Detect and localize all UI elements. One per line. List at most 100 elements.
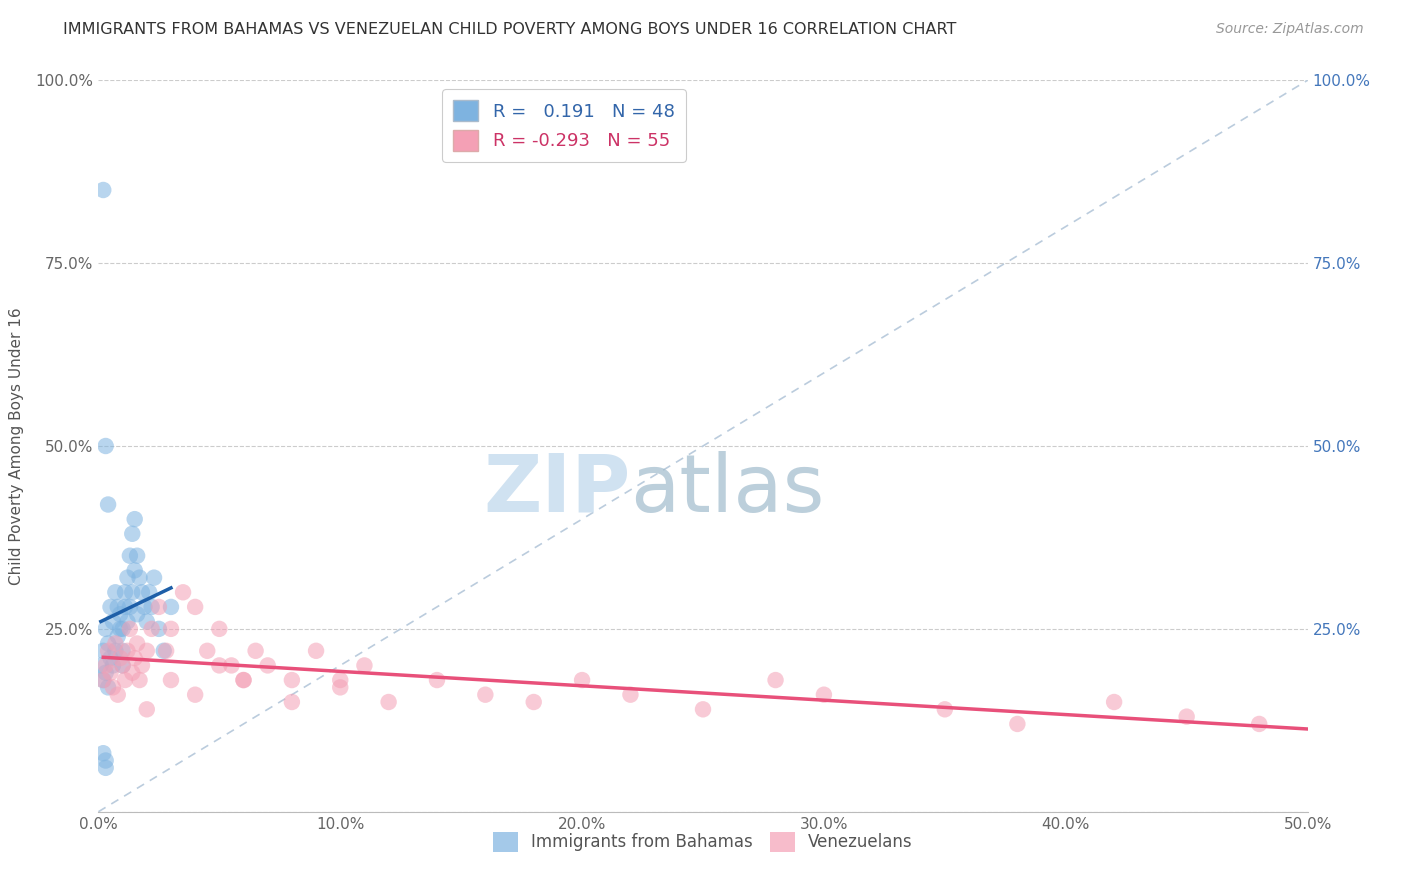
Point [94, 754, 117, 768]
Point [619, 688, 641, 702]
Point [91, 183, 114, 197]
Point [195, 644, 218, 658]
Point [111, 622, 134, 636]
Text: Source: ZipAtlas.com: Source: ZipAtlas.com [1216, 22, 1364, 37]
Point [91, 673, 114, 687]
Point [281, 673, 304, 687]
Point [160, 673, 183, 687]
Point [118, 599, 141, 614]
Point [100, 599, 122, 614]
Point [94, 622, 117, 636]
Point [281, 695, 304, 709]
Point [117, 615, 139, 629]
Point [100, 665, 122, 680]
Y-axis label: Child Poverty Among Boys Under 16: Child Poverty Among Boys Under 16 [10, 307, 24, 585]
Point [111, 644, 134, 658]
Text: IMMIGRANTS FROM BAHAMAS VS VENEZUELAN CHILD POVERTY AMONG BOYS UNDER 16 CORRELAT: IMMIGRANTS FROM BAHAMAS VS VENEZUELAN CH… [63, 22, 956, 37]
Point [94, 439, 117, 453]
Point [108, 607, 131, 622]
Point [97, 644, 120, 658]
Point [127, 636, 149, 650]
Point [474, 688, 496, 702]
Point [104, 644, 127, 658]
Point [97, 636, 120, 650]
Point [118, 622, 141, 636]
Point [353, 658, 375, 673]
Point [329, 673, 352, 687]
Point [131, 585, 153, 599]
Point [1007, 717, 1029, 731]
Point [138, 585, 160, 599]
Point [121, 526, 143, 541]
Point [934, 702, 956, 716]
Point [135, 615, 157, 629]
Point [101, 681, 124, 695]
Point [127, 549, 149, 563]
Point [141, 622, 163, 636]
Point [141, 599, 163, 614]
Point [131, 658, 153, 673]
Point [1175, 709, 1198, 723]
Point [152, 644, 174, 658]
Point [117, 644, 139, 658]
Text: atlas: atlas [630, 450, 825, 529]
Point [100, 651, 122, 665]
Point [329, 681, 352, 695]
Point [128, 673, 150, 687]
Point [160, 622, 183, 636]
Point [208, 658, 231, 673]
Point [256, 658, 278, 673]
Point [127, 607, 149, 622]
Point [221, 658, 243, 673]
Point [121, 665, 143, 680]
Point [155, 644, 177, 658]
Point [91, 746, 114, 760]
Point [160, 599, 183, 614]
Point [90, 658, 112, 673]
Point [135, 702, 157, 716]
Point [134, 599, 156, 614]
Point [91, 673, 114, 687]
Point [148, 622, 170, 636]
Point [94, 665, 117, 680]
Point [91, 644, 114, 658]
Point [232, 673, 254, 687]
Point [523, 695, 546, 709]
Point [245, 644, 267, 658]
Point [94, 658, 117, 673]
Point [426, 673, 449, 687]
Point [184, 599, 207, 614]
Point [114, 673, 136, 687]
Legend: Immigrants from Bahamas, Venezuelans: Immigrants from Bahamas, Venezuelans [486, 826, 920, 858]
Point [97, 498, 120, 512]
Text: ZIP: ZIP [484, 450, 630, 529]
Point [571, 673, 593, 687]
Point [232, 673, 254, 687]
Point [118, 549, 141, 563]
Point [111, 658, 134, 673]
Point [117, 571, 139, 585]
Point [692, 702, 714, 716]
Point [148, 599, 170, 614]
Point [1249, 717, 1271, 731]
Point [124, 512, 146, 526]
Point [101, 615, 124, 629]
Point [101, 658, 124, 673]
Point [97, 681, 120, 695]
Point [184, 688, 207, 702]
Point [107, 688, 129, 702]
Point [108, 651, 131, 665]
Point [813, 688, 835, 702]
Point [128, 571, 150, 585]
Point [108, 622, 131, 636]
Point [104, 636, 127, 650]
Point [765, 673, 787, 687]
Point [111, 658, 134, 673]
Point [94, 761, 117, 775]
Point [121, 585, 143, 599]
Point [114, 585, 136, 599]
Point [104, 585, 127, 599]
Point [107, 629, 129, 643]
Point [135, 644, 157, 658]
Point [107, 599, 129, 614]
